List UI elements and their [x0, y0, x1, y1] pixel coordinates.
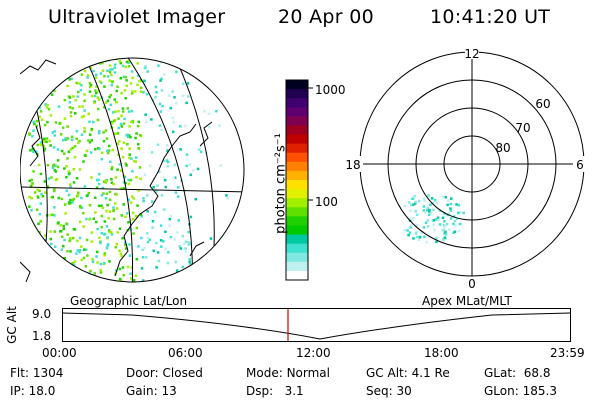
mlat-label-70: 70	[515, 121, 530, 135]
gc-altitude-info: GC Alt: 4.1 Re	[366, 366, 450, 380]
ip-info: IP: 18.0	[10, 384, 56, 398]
glon-value: 185.3	[522, 384, 557, 398]
mlt-label-12: 12	[464, 47, 479, 61]
gain-info: Gain: 13	[126, 384, 177, 398]
timeline-ymin: 1.8	[32, 329, 52, 343]
geographic-label: Geographic Lat/Lon	[70, 294, 188, 308]
dsp-info: Dsp: 3.1	[246, 384, 304, 398]
altitude-curve	[62, 312, 571, 340]
gain-value: 13	[161, 384, 177, 398]
mlt-label-0: 0	[468, 277, 476, 291]
sequence-info: Seq: 30	[366, 384, 412, 398]
door-info: Door: Closed	[126, 366, 203, 380]
date-label: 20 Apr 00	[278, 6, 375, 28]
polar-emission-dots	[403, 194, 465, 244]
geographic-image	[20, 57, 245, 283]
mlat-label-80: 80	[495, 141, 510, 155]
apex-label: Apex MLat/MLT	[422, 294, 512, 308]
timeline-tick: 12:00	[296, 346, 331, 360]
coastline	[114, 123, 197, 277]
timeline-tick: 23:59	[550, 346, 585, 360]
timeline-axis-label: GC Alt	[5, 306, 19, 344]
timeline-ymax: 9.0	[32, 307, 52, 321]
coastline	[20, 261, 31, 283]
timeline-tick: 06:00	[168, 346, 203, 360]
mode-info: Mode: Normal	[246, 366, 330, 380]
colorbar-tick-100: 100	[315, 195, 338, 209]
coastline	[29, 125, 41, 167]
meridian-line	[79, 58, 134, 282]
mlt-label-18: 18	[345, 158, 360, 172]
coastline	[20, 59, 57, 75]
gc-altitude-value: 4.1 Re	[411, 366, 450, 380]
colorbar-tick-1000: 1000	[315, 83, 346, 97]
mlt-label-6: 6	[576, 158, 584, 172]
door-value: Closed	[162, 366, 203, 380]
flight-value: 1304	[32, 366, 64, 380]
timeline-tick: 18:00	[424, 346, 459, 360]
glat-info: GLat: 68.8	[484, 366, 551, 380]
time-label: 10:41:20 UT	[430, 6, 551, 28]
colorbar-unit-label: photon cm⁻²s⁻¹	[273, 133, 289, 234]
flight-info: Flt: 1304	[10, 366, 64, 380]
glat-value: 68.8	[523, 366, 551, 380]
sequence-value: 30	[396, 384, 412, 398]
orbit-altitude-plot	[62, 308, 571, 342]
dsp-value: 3.1	[284, 384, 304, 398]
colorbar	[285, 79, 313, 281]
instrument-title: Ultraviolet Imager	[48, 6, 226, 28]
timeline-tick: 00:00	[42, 346, 77, 360]
meridian-line	[119, 58, 193, 282]
coastline	[199, 121, 213, 147]
parallel-line	[20, 186, 244, 193]
field-of-view-circle	[20, 57, 245, 283]
polar-plot: 12 18 6 0 60 70 80	[345, 47, 587, 292]
ip-value: 18.0	[28, 384, 56, 398]
mode-value: Normal	[286, 366, 330, 380]
mlat-label-60: 60	[535, 97, 550, 111]
glon-info: GLon: 185.3	[484, 384, 557, 398]
coastline	[189, 241, 205, 257]
